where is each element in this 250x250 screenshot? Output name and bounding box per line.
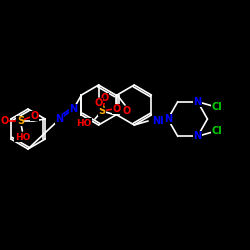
Text: NH: NH bbox=[152, 116, 168, 126]
Text: S: S bbox=[98, 106, 106, 116]
Text: HO: HO bbox=[15, 132, 30, 141]
Text: HO: HO bbox=[76, 118, 92, 128]
Text: N: N bbox=[70, 104, 78, 114]
Text: O: O bbox=[30, 111, 38, 121]
Text: N: N bbox=[56, 114, 64, 124]
Text: O: O bbox=[101, 93, 109, 103]
Text: N: N bbox=[194, 131, 202, 141]
Text: O: O bbox=[94, 98, 103, 108]
Text: O: O bbox=[112, 104, 121, 114]
Text: O: O bbox=[0, 116, 9, 126]
Text: O: O bbox=[123, 106, 131, 116]
Text: S: S bbox=[17, 116, 24, 126]
Text: Cl: Cl bbox=[212, 102, 223, 112]
Text: N: N bbox=[194, 97, 202, 107]
Text: N: N bbox=[164, 114, 172, 124]
Text: Cl: Cl bbox=[212, 126, 223, 136]
